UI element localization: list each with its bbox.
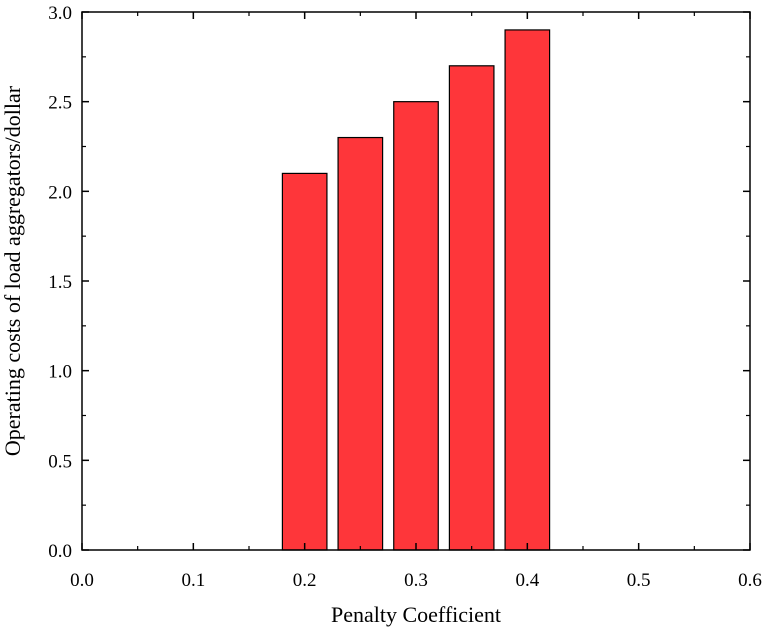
y-tick-label: 3.0 [48, 3, 72, 24]
x-axis-title: Penalty Coefficient [331, 602, 501, 627]
y-tick-label: 0.0 [48, 541, 72, 562]
y-tick-label: 1.5 [48, 272, 72, 293]
x-tick-label: 0.5 [627, 570, 651, 591]
bar-1 [337, 136, 384, 551]
bar-3 [448, 65, 495, 551]
bar-4 [504, 29, 551, 551]
bars-group [281, 29, 551, 551]
x-tick-label: 0.2 [293, 570, 317, 591]
y-tick-label: 0.5 [48, 451, 72, 472]
y-tick-label: 2.5 [48, 93, 72, 114]
x-tick-label: 0.4 [515, 570, 539, 591]
x-tick-label: 0.6 [738, 570, 762, 591]
bar-2 [393, 101, 439, 551]
x-tick-label: 0.1 [181, 570, 205, 591]
y-axis-title: Operating costs of load aggregators/doll… [0, 85, 25, 456]
y-tick-label: 2.0 [48, 182, 72, 203]
ticks-group [81, 11, 751, 551]
x-tick-label: 0.0 [70, 570, 94, 591]
x-tick-label: 0.3 [404, 570, 428, 591]
y-tick-label: 1.0 [48, 362, 72, 383]
bar-0 [281, 172, 328, 551]
tick-labels-group: 0.0 0.1 0.2 0.3 0.4 0.5 0.6 0.0 0.5 1.0 1.5 2.0 2.5 3… [48, 3, 762, 591]
